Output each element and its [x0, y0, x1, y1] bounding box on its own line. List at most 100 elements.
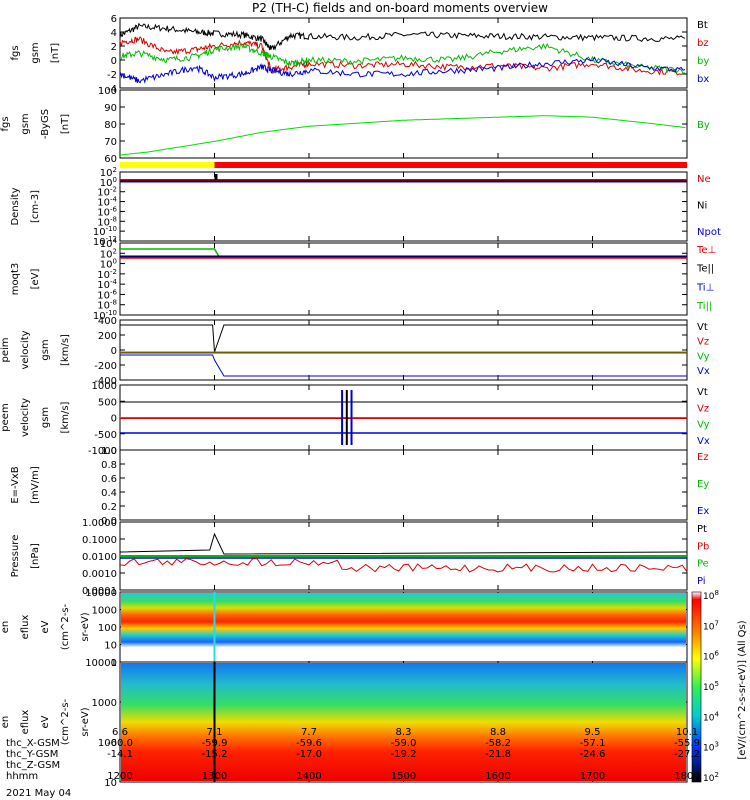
y-axis-label-line: [nT] [50, 43, 61, 63]
y-tick-label: -1000 [88, 446, 117, 457]
panel-frame [119, 319, 688, 381]
colorbar-tick-label: 108 [703, 589, 719, 602]
y-tick-label: 0.0010 [82, 569, 117, 580]
y-tick-label: 1.0 [101, 446, 117, 457]
y-axis-label: thcpeimvelocitygsm[km/s] [0, 330, 71, 369]
quality-bar-red [214, 162, 687, 168]
series-by [119, 42, 686, 74]
legend-Te⊥: Te⊥ [696, 245, 716, 256]
y-tick-label: 102 [100, 166, 117, 179]
colorbar-tick-label: 106 [703, 650, 719, 663]
panel-pressure: 1.0000 0.1000 0.0100 0.0010 0.0001 Pressure [n… [10, 518, 709, 597]
y-axis-label-line: [cm-3] [30, 190, 41, 223]
y-axis-label-line: eflux [20, 710, 31, 735]
y-axis-label-line: Density [10, 187, 21, 225]
y-axis-label: thcpeerenefluxeV(cm^2-s-sr-eV) [0, 698, 91, 745]
y-tick-label: 4 [111, 28, 117, 39]
y-tick-label: 10 [104, 778, 117, 789]
colorbar-label: [eV/(cm^2-s-sr-eV)] (All Qs) [737, 620, 748, 759]
y-axis-label-line: [nT] [60, 114, 71, 134]
legend-Ne: Ne [697, 174, 711, 185]
y-axis-label: Density [cm-3] [10, 187, 41, 225]
panels: 6420-2-4thcfgsgsm[nT]Btbzbybx10090807060… [0, 14, 721, 789]
y-axis-label-line: fgs [0, 116, 11, 131]
y-axis-label-line: moqt3 [10, 263, 21, 296]
legend-Vy: Vy [697, 351, 710, 362]
y-tick-label: -4 [107, 84, 117, 95]
legend-Vy: Vy [697, 420, 710, 431]
colorbar-tick-label: 102 [703, 771, 719, 784]
y-axis-label-line: gsm [20, 113, 31, 134]
y-tick-label: 0.8 [101, 460, 117, 471]
y-tick-label: 10-6 [97, 288, 117, 301]
ephemeris-l-value: 8.8 [490, 727, 506, 738]
ephemeris-row-label: hhmm [6, 771, 38, 782]
y-axis-label-line: gsm [40, 407, 51, 428]
y-axis-label-line: sr-eV) [80, 612, 91, 641]
y-axis-label-line: en [0, 716, 11, 729]
legend-bz: bz [697, 38, 709, 49]
y-tick-label: -200 [94, 361, 117, 372]
ephemeris-x-value: -59.9 [202, 738, 228, 749]
colorbar-tick-label: 107 [703, 619, 719, 632]
y-axis-label-line: [eV] [30, 269, 41, 290]
y-tick-label: 0.0001 [82, 586, 117, 597]
y-tick-label: 2 [111, 42, 117, 53]
legend-Te||: Te|| [696, 264, 714, 275]
quality-bar [120, 162, 687, 168]
y-tick-label: 10-10 [93, 225, 117, 238]
colorbar-tick-label: 103 [703, 741, 719, 754]
y-tick-label: 10000 [85, 658, 117, 669]
y-axis-label-line: E=-VxB [10, 466, 21, 503]
panel-peim_v: 4002000-200-400thcpeimvelocitygsm[km/s]V… [0, 316, 710, 387]
y-tick-label: 0.2 [101, 502, 117, 513]
ephemeris-y-value: -21.8 [485, 749, 511, 760]
y-axis-label-line: peem [0, 403, 11, 431]
y-axis-label-line: -ByGS [40, 109, 51, 139]
y-axis-label: Pressure [nPa] [10, 535, 41, 578]
y-axis-label: thcpeemvelocitygsm[km/s] [0, 398, 71, 437]
y-tick-label: 0 [111, 346, 117, 357]
ephemeris-hhmm-value: 1200 [107, 771, 132, 782]
y-axis-label-line: [km/s] [60, 401, 71, 433]
y-tick-label: 10-10 [93, 309, 117, 322]
y-tick-label: 90 [104, 103, 117, 114]
y-axis-label-line: [nPa] [30, 543, 41, 569]
panel-fgs_by: 10090807060thcfgsgsm-ByGS[nT]By [0, 86, 710, 165]
panel-frame [119, 89, 688, 159]
legend-Vx: Vx [697, 436, 710, 447]
ephemeris-y-value: -14.1 [107, 749, 133, 760]
y-tick-label: 10000 [85, 588, 117, 599]
ephemeris-l-value: 8.3 [396, 727, 412, 738]
ephemeris-hhmm-value: 1800 [674, 771, 699, 782]
spectrogram [121, 663, 686, 781]
y-tick-label: 100 [98, 738, 117, 749]
y-tick-label: 1000 [92, 606, 117, 617]
legend-Ez: Ez [697, 452, 709, 463]
ephemeris-hhmm-value: 1700 [580, 771, 605, 782]
ephemeris-l-value: 10.1 [676, 727, 698, 738]
ephemeris-hhmm-value: 1300 [202, 771, 227, 782]
y-tick-label: 100 [100, 176, 117, 189]
y-tick-label: 10-8 [97, 299, 117, 312]
legend-Ti⊥: Ti⊥ [696, 282, 714, 293]
legend-Vt: Vt [697, 387, 708, 398]
ephemeris-l-value: 6.6 [112, 727, 128, 738]
panel-frame [119, 449, 688, 521]
y-tick-label: 10-2 [97, 268, 117, 281]
spectrogram [121, 593, 686, 661]
y-tick-label: 0.0100 [82, 552, 117, 563]
panel-peer: 10000100010010thcpeerenefluxeV(cm^2-s-sr… [0, 658, 688, 789]
y-tick-label: 100 [98, 623, 117, 634]
y-axis-label: E=-VxB [mV/m] [10, 466, 41, 504]
y-axis-label-line: [km/s] [60, 334, 71, 366]
y-axis-label-line: velocity [20, 398, 31, 437]
legend-Pe: Pe [697, 559, 709, 570]
ephemeris-l-value: 7.7 [301, 727, 317, 738]
y-tick-label: 10-2 [97, 186, 117, 199]
y-axis-label-line: gsm [30, 42, 41, 63]
y-tick-label: 80 [104, 120, 117, 131]
